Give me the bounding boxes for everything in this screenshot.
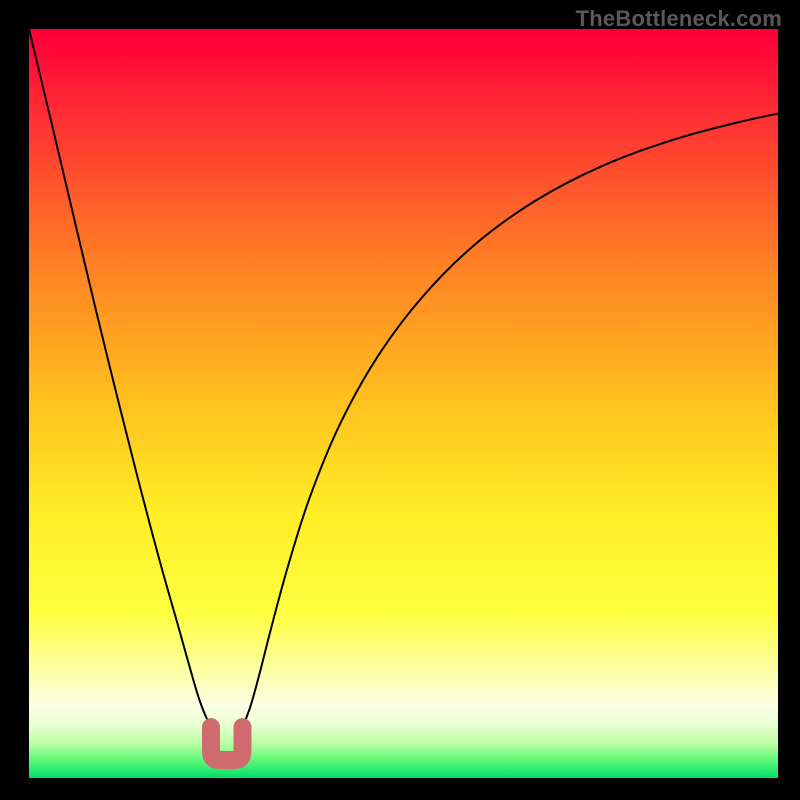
bottleneck-curve-right [242, 114, 778, 727]
plot-svg [29, 29, 778, 778]
bottleneck-curve-left [29, 29, 211, 727]
watermark-text: TheBottleneck.com [576, 6, 782, 32]
optimal-well-marker [211, 727, 242, 760]
plot-area [29, 29, 778, 778]
